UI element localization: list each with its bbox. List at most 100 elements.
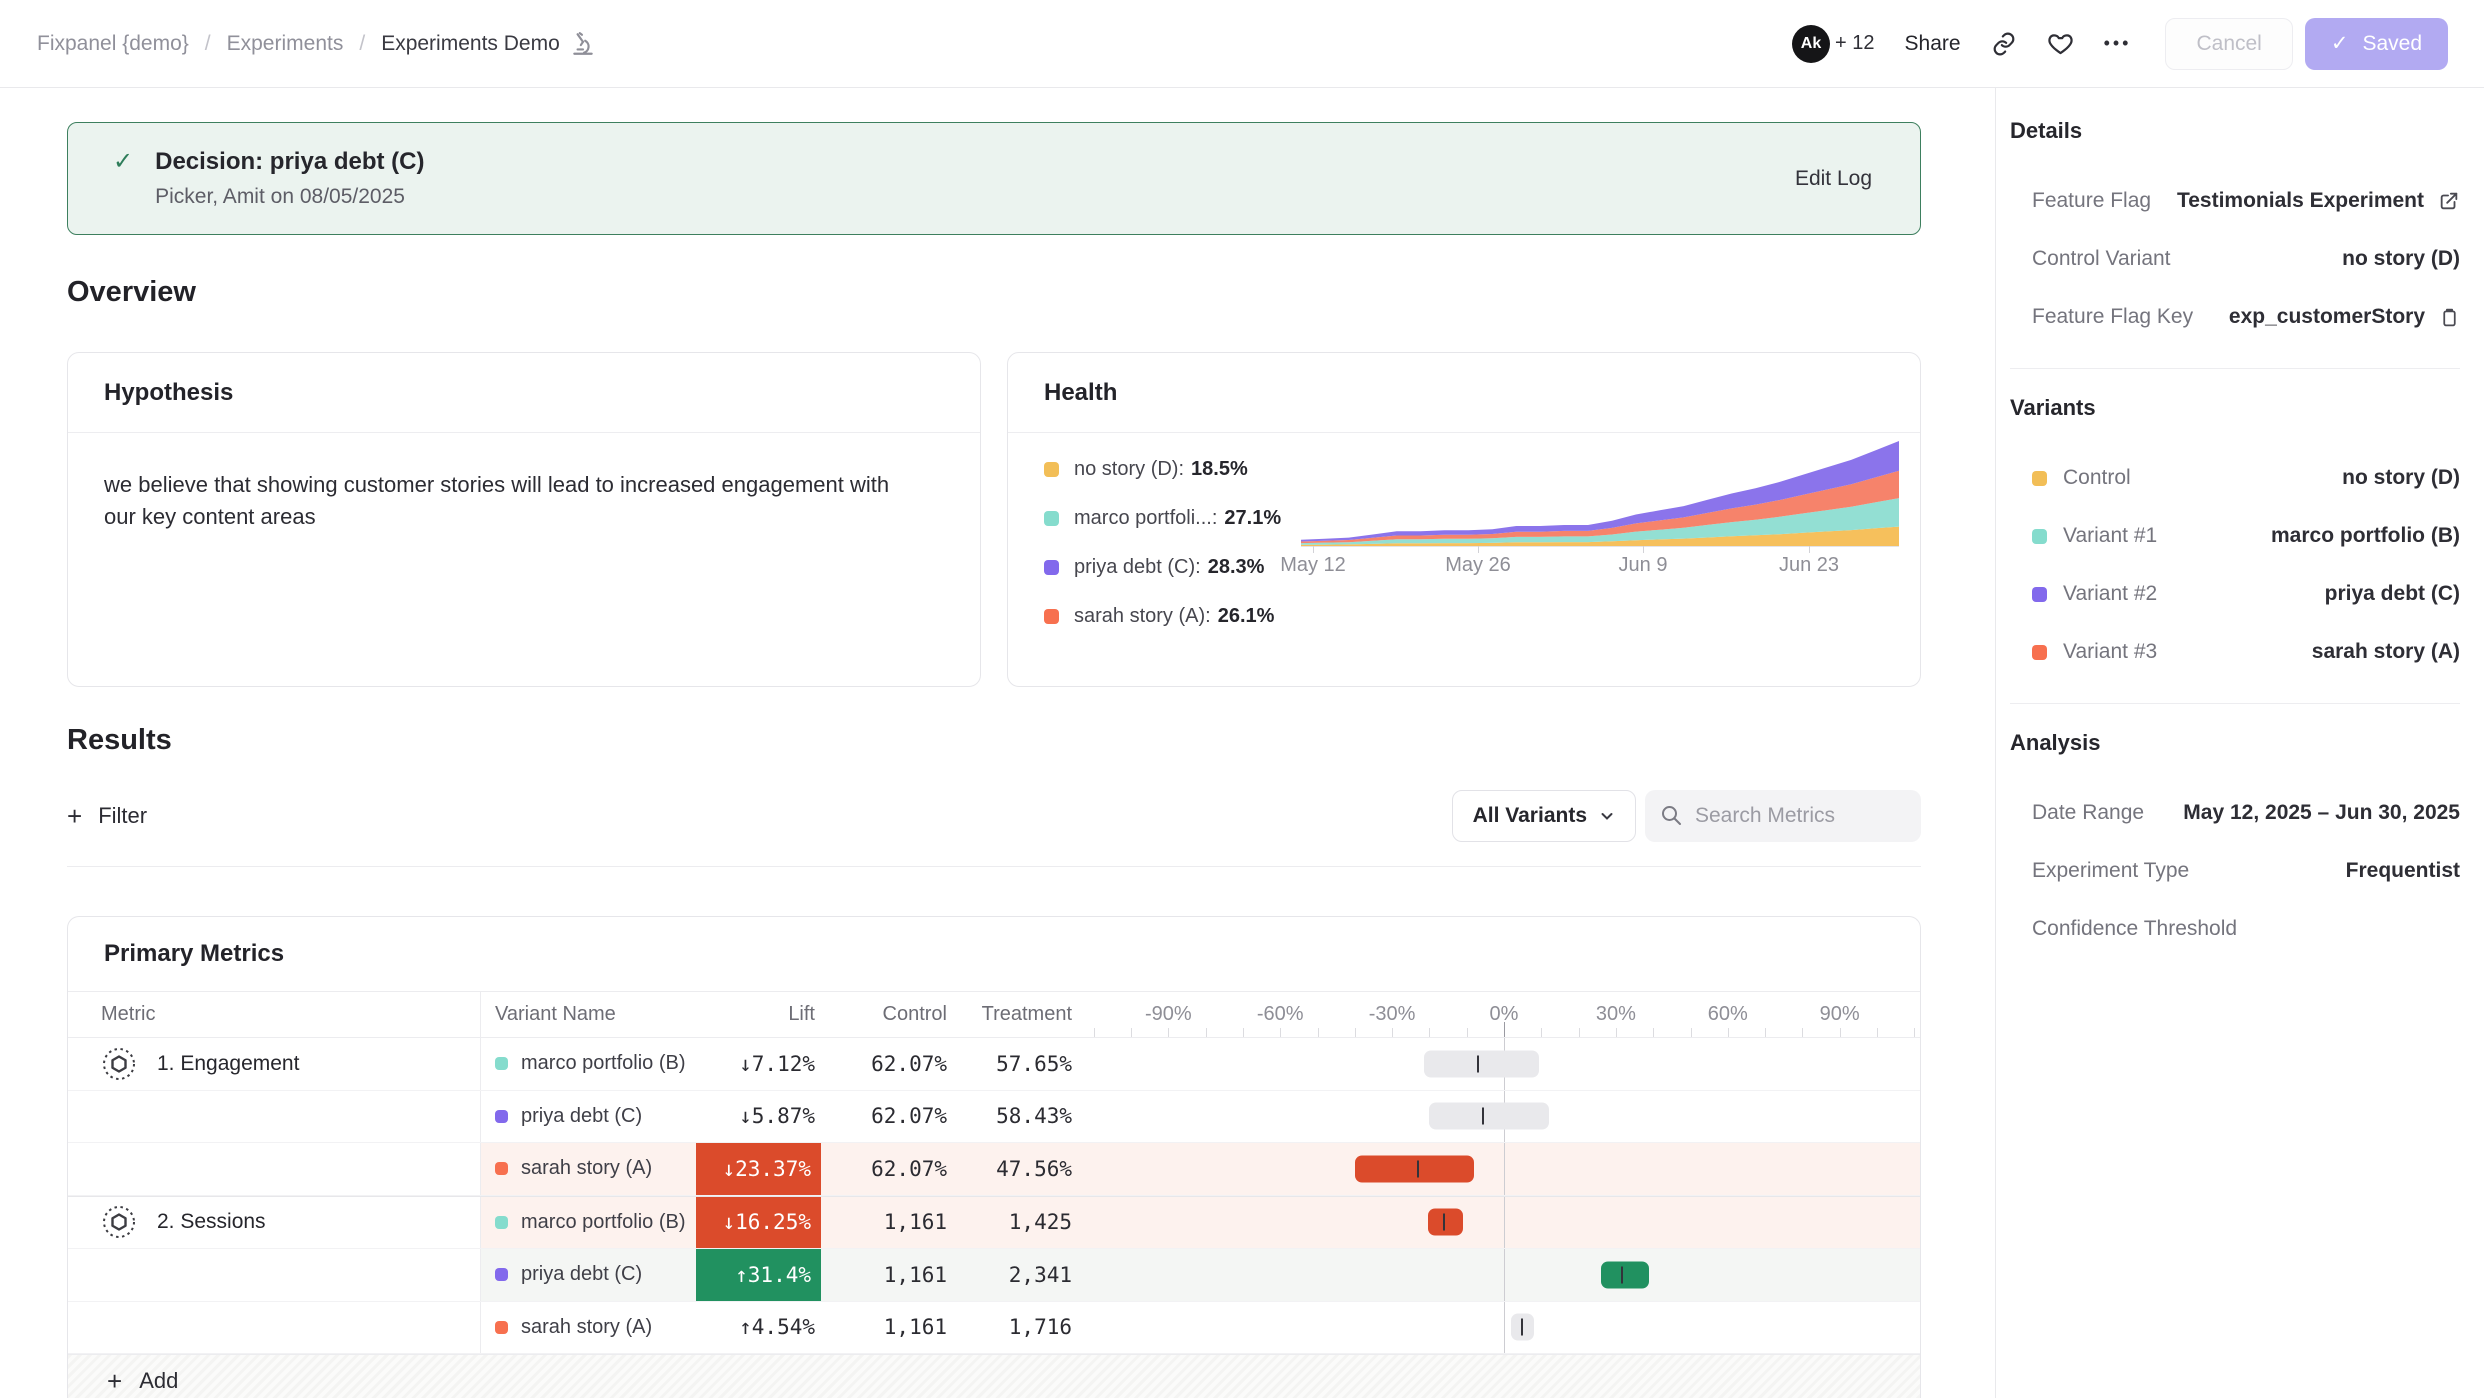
date-range-value: May 12, 2025 – Jun 30, 2025 bbox=[2183, 801, 2460, 824]
plus-icon: + bbox=[67, 801, 83, 831]
lift-axis-minitick bbox=[1802, 1028, 1804, 1037]
plus-icon: + bbox=[107, 1366, 123, 1396]
variant-name: priya debt (C) bbox=[521, 1104, 643, 1127]
zero-line bbox=[1504, 1249, 1505, 1301]
variant-value: no story (D) bbox=[2342, 466, 2460, 489]
avatar[interactable]: Ak bbox=[1792, 24, 1831, 63]
variant-value: marco portfolio (B) bbox=[2271, 524, 2460, 547]
copy-icon[interactable] bbox=[2439, 307, 2460, 328]
metric-table-row[interactable]: sarah story (A) ↓23.37% 62.07% 47.56% bbox=[68, 1143, 1920, 1196]
metric-cell bbox=[68, 1090, 481, 1142]
spacer bbox=[1076, 1249, 1086, 1301]
metric-table-row[interactable]: 2. Sessions marco portfolio (B) ↓16.25% 1,1… bbox=[68, 1195, 1920, 1249]
x-axis-label: Jun 9 bbox=[1618, 554, 1668, 576]
breadcrumb-project[interactable]: Fixpanel {demo} bbox=[37, 31, 189, 55]
confidence-interval-bar[interactable] bbox=[1354, 1155, 1475, 1183]
variants-dropdown[interactable]: All Variants bbox=[1451, 790, 1636, 842]
detail-row-feature-flag: Feature Flag Testimonials Experiment bbox=[2032, 172, 2460, 230]
zero-line bbox=[1504, 1196, 1505, 1248]
treatment-value: 57.65% bbox=[996, 1051, 1072, 1076]
copy-link-icon[interactable] bbox=[1991, 31, 2017, 57]
metric-table-row[interactable]: priya debt (C) ↑31.4% 1,161 2,341 bbox=[68, 1249, 1920, 1302]
add-filter-button[interactable]: + Filter bbox=[67, 803, 147, 829]
saved-button[interactable]: ✓ Saved bbox=[2304, 17, 2448, 70]
hypothesis-title: Hypothesis bbox=[68, 353, 980, 433]
metric-table-row[interactable]: sarah story (A) ↑4.54% 1,161 1,716 bbox=[68, 1301, 1920, 1354]
share-button[interactable]: Share bbox=[1904, 31, 1961, 55]
metric-table-row[interactable]: 1. Engagement marco portfolio (B) ↓7.12% 62… bbox=[68, 1038, 1920, 1091]
add-metric-button[interactable]: + Add bbox=[68, 1354, 1920, 1398]
breadcrumb-separator: / bbox=[359, 31, 366, 55]
metric-name: 1. Engagement bbox=[157, 1051, 300, 1075]
health-title: Health bbox=[1008, 353, 1920, 433]
variant-name: sarah story (A) bbox=[521, 1157, 653, 1180]
feature-flag-key-value: exp_customerStory bbox=[2228, 305, 2425, 328]
breadcrumb-experiments[interactable]: Experiments bbox=[226, 31, 344, 55]
metric-target-icon bbox=[101, 1046, 137, 1082]
variant-name: sarah story (A) bbox=[521, 1315, 653, 1338]
decision-check-icon: ✓ bbox=[113, 148, 134, 175]
hypothesis-body[interactable]: we believe that showing customer stories… bbox=[104, 472, 890, 529]
favorite-icon[interactable] bbox=[2047, 30, 2074, 57]
metric-cell bbox=[68, 1249, 481, 1301]
legend-item: sarah story (A): 26.1% bbox=[1044, 605, 1281, 627]
x-axis-label: May 12 bbox=[1280, 554, 1346, 576]
treatment-value: 2,341 bbox=[1008, 1262, 1072, 1287]
lift-axis-minitick bbox=[1578, 1028, 1580, 1037]
metrics-table-header: Metric Variant Name Lift Control Treatme… bbox=[68, 991, 1920, 1038]
confidence-interval-bar[interactable] bbox=[1423, 1050, 1540, 1078]
x-axis-tick bbox=[1478, 546, 1479, 553]
confidence-interval-bar[interactable] bbox=[1600, 1261, 1650, 1289]
search-metrics-input[interactable] bbox=[1693, 803, 1897, 829]
more-menu-button[interactable]: ••• bbox=[2103, 33, 2132, 53]
analysis-row-experiment-type: Experiment Type Frequentist bbox=[2032, 842, 2460, 900]
variant-label: Variant #3 bbox=[2063, 640, 2158, 663]
metric-cell[interactable]: 2. Sessions bbox=[68, 1196, 481, 1248]
metric-cell[interactable]: 1. Engagement bbox=[68, 1038, 481, 1090]
edit-log-button[interactable]: Edit Log bbox=[1794, 166, 1872, 190]
legend-label: no story (D): bbox=[1074, 457, 1185, 480]
variant-cell: sarah story (A) bbox=[481, 1302, 696, 1354]
legend-label: sarah story (A): bbox=[1074, 604, 1211, 627]
section-divider bbox=[67, 866, 1921, 867]
metric-table-row[interactable]: priya debt (C) ↓5.87% 62.07% 58.43% bbox=[68, 1090, 1920, 1143]
variant-chip bbox=[495, 1320, 508, 1334]
avatar-overflow-count[interactable]: + 12 bbox=[1835, 32, 1875, 54]
analysis-row-date-range: Date Range May 12, 2025 – Jun 30, 2025 bbox=[2032, 784, 2460, 842]
spacer bbox=[1076, 1038, 1086, 1090]
variant-cell: priya debt (C) bbox=[481, 1091, 696, 1143]
feature-flag-value[interactable]: Testimonials Experiment bbox=[2176, 189, 2424, 212]
breadcrumb-current: Experiments Demo bbox=[381, 31, 596, 57]
variant-chip bbox=[2032, 470, 2047, 486]
lift-axis-minitick bbox=[1615, 1028, 1617, 1037]
variant-cell: marco portfolio (B) bbox=[481, 1197, 696, 1249]
lift-point-tick bbox=[1520, 1318, 1523, 1336]
external-link-icon[interactable] bbox=[2438, 190, 2460, 212]
variant-label: Control bbox=[2063, 466, 2131, 489]
cancel-button[interactable]: Cancel bbox=[2165, 17, 2293, 70]
search-icon bbox=[1659, 803, 1683, 827]
variants-heading: Variants bbox=[2010, 395, 2096, 420]
detail-label: Feature Flag bbox=[2032, 189, 2152, 212]
lift-value: ↓23.37% bbox=[696, 1143, 821, 1195]
metrics-table-body: 1. Engagement marco portfolio (B) ↓7.12% 62… bbox=[68, 1038, 1920, 1354]
variant-chip bbox=[495, 1162, 508, 1176]
col-variant-name: Variant Name bbox=[495, 1003, 616, 1025]
lift-axis-minitick bbox=[1765, 1028, 1767, 1037]
saved-button-label: Saved bbox=[2362, 31, 2422, 55]
control-value: 62.07% bbox=[871, 1156, 947, 1181]
confidence-interval-bar[interactable] bbox=[1429, 1102, 1549, 1130]
breadcrumb: Fixpanel {demo} / Experiments / Experime… bbox=[37, 31, 596, 57]
x-axis-tick bbox=[1809, 546, 1810, 553]
lift-axis-minitick bbox=[1429, 1028, 1431, 1037]
variant-label: Variant #1 bbox=[2063, 524, 2158, 547]
lift-axis-minitick bbox=[1280, 1028, 1282, 1037]
overview-cards: Hypothesis we believe that showing custo… bbox=[67, 352, 1921, 687]
lift-axis-minitick bbox=[1131, 1028, 1132, 1037]
health-chart: May 12 May 26 Jun 9 Jun 23 bbox=[1280, 441, 1899, 578]
detail-label: Control Variant bbox=[2032, 247, 2171, 270]
lift-axis-minitick bbox=[1242, 1028, 1244, 1037]
decision-title: Decision: priya debt (C) bbox=[155, 148, 425, 175]
legend-label: priya debt (C): bbox=[1074, 555, 1201, 578]
